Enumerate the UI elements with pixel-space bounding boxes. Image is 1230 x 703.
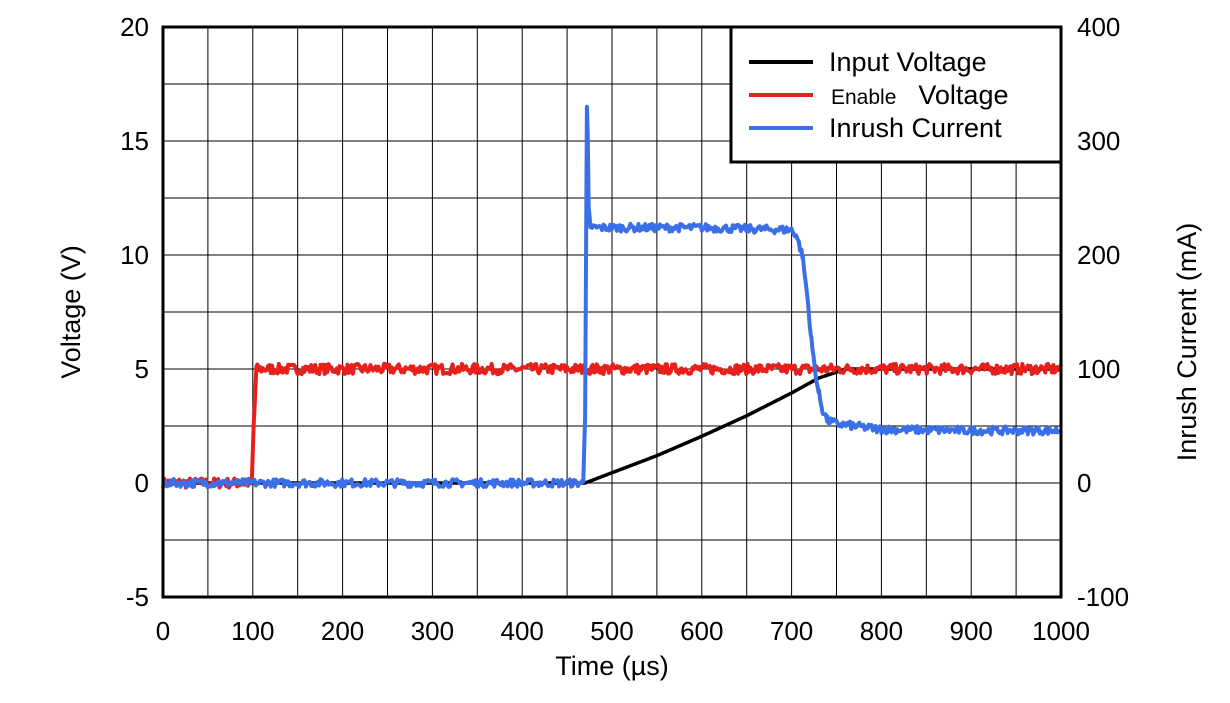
y-left-tick-label: -5 <box>126 582 149 612</box>
y-left-tick-label: 20 <box>120 12 149 42</box>
legend-label-part: Inrush Current <box>829 113 1002 143</box>
legend-label-part: Voltage <box>918 80 1008 110</box>
x-tick-label: 800 <box>860 616 903 646</box>
legend-label: Enable Voltage <box>831 80 1008 110</box>
x-tick-label: 100 <box>231 616 274 646</box>
x-tick-label: 400 <box>501 616 544 646</box>
y-axis-left-title: Voltage (V) <box>56 245 86 379</box>
series-line-inrush-current <box>161 104 1063 489</box>
legend-label: Inrush Current <box>829 113 1002 143</box>
y-right-tick-label: 100 <box>1077 354 1120 384</box>
x-tick-label: 600 <box>680 616 723 646</box>
y-right-tick-label: 0 <box>1077 468 1091 498</box>
plot-frame <box>161 25 1063 599</box>
legend-label-part: Input Voltage <box>829 47 987 77</box>
tick-labels: 0 100 200 300 400 500 600 700 800 900 1000-5051015… <box>120 12 1129 646</box>
y-right-tick-label: 400 <box>1077 12 1120 42</box>
y-left-tick-label: 15 <box>120 126 149 156</box>
x-tick-label: 700 <box>770 616 813 646</box>
x-tick-label: 900 <box>950 616 993 646</box>
x-tick-label: 300 <box>411 616 454 646</box>
legend-label-part: Enable <box>831 86 896 109</box>
legend-label: Input Voltage <box>829 47 987 77</box>
y-left-tick-label: 10 <box>120 240 149 270</box>
y-axis-right-title: Inrush Current (mA) <box>1172 223 1202 462</box>
y-left-tick-label: 5 <box>135 354 149 384</box>
y-right-tick-label: 300 <box>1077 126 1120 156</box>
x-tick-label: 0 <box>156 616 170 646</box>
y-left-tick-label: 0 <box>135 468 149 498</box>
y-right-tick-label: 200 <box>1077 240 1120 270</box>
series-lines <box>161 104 1063 490</box>
x-tick-label: 500 <box>590 616 633 646</box>
series-line-enable-voltage <box>161 361 1063 490</box>
y-right-tick-label: -100 <box>1077 582 1129 612</box>
x-axis-title: Time (µs) <box>555 651 669 681</box>
x-tick-label: 1000 <box>1032 616 1090 646</box>
x-tick-label: 200 <box>321 616 364 646</box>
